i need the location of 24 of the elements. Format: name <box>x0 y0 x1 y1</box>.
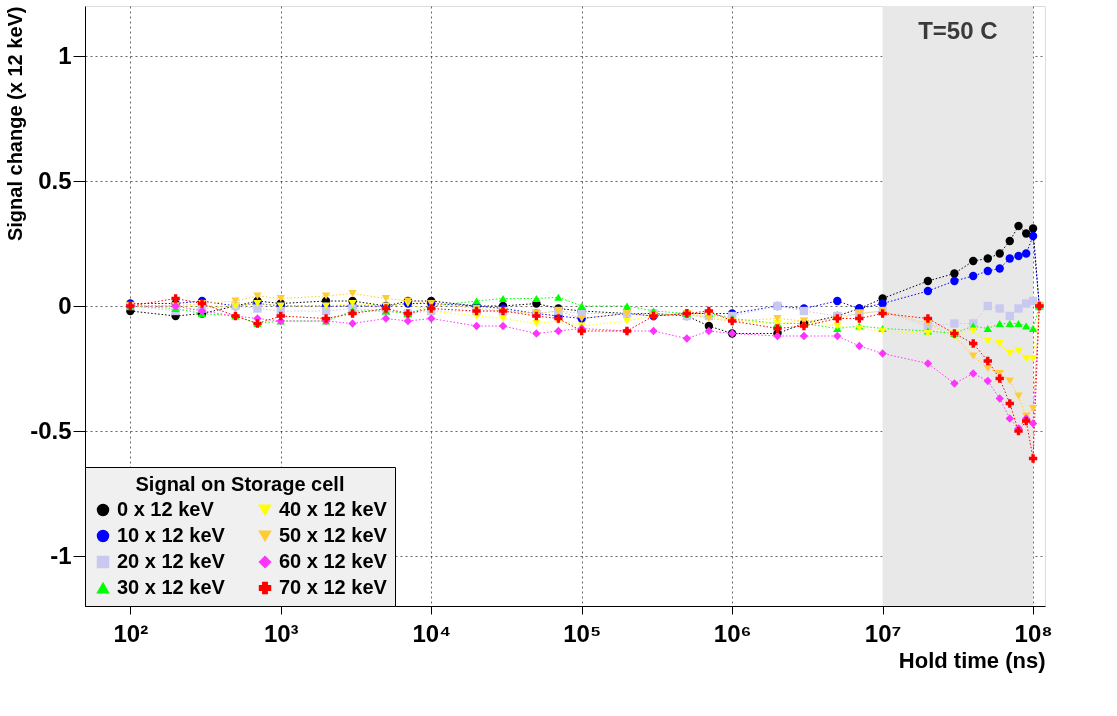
legend-label: 20 x 12 keV <box>117 550 226 572</box>
x-tick-label: 10⁷ <box>864 619 902 647</box>
y-axis-title: Signal change (x 12 keV) <box>4 6 27 242</box>
x-axis-title: Hold time (ns) <box>898 647 1046 673</box>
y-tick-label: 0 <box>58 291 72 319</box>
legend-title: Signal on Storage cell <box>135 473 345 495</box>
legend-label: 0 x 12 keV <box>117 498 215 520</box>
y-tick-label: -1 <box>50 541 72 569</box>
y-tick-label: 1 <box>58 41 72 69</box>
x-tick-label: 10⁴ <box>412 619 452 647</box>
x-tick-label: 10² <box>113 619 149 647</box>
y-tick-label: 0.5 <box>38 166 72 194</box>
x-tick-label: 10⁵ <box>563 619 602 647</box>
x-tick-label: 10⁸ <box>1014 619 1053 647</box>
legend-label: 50 x 12 keV <box>279 524 388 546</box>
legend-label: 70 x 12 keV <box>279 576 388 598</box>
legend-label: 60 x 12 keV <box>279 550 388 572</box>
legend-label: 30 x 12 keV <box>117 576 226 598</box>
y-tick-label: -0.5 <box>30 416 72 444</box>
x-tick-label: 10³ <box>263 619 299 647</box>
legend-label: 40 x 12 keV <box>279 498 388 520</box>
band-label: T=50 C <box>918 17 998 44</box>
x-tick-label: 10⁶ <box>713 619 752 647</box>
legend-label: 10 x 12 keV <box>117 524 226 546</box>
